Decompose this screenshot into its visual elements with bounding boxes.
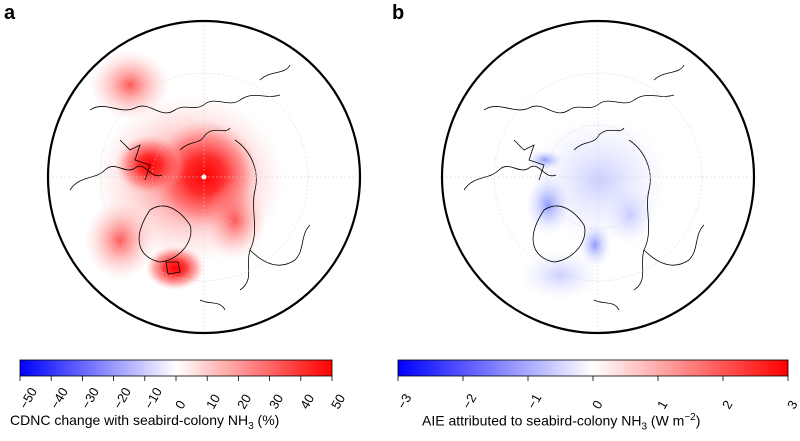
colorbar-a-title: CDNC change with seabird-colony NH3 (%)	[10, 412, 280, 432]
map-border-a	[46, 19, 362, 335]
colorbar-b-title: AIE attributed to seabird-colony NH3 (W …	[422, 412, 701, 433]
colorbar-a	[19, 359, 333, 377]
panel-label-a: a	[4, 2, 16, 24]
map-panel-a	[48, 21, 360, 333]
graticule	[48, 21, 360, 333]
colorbar-b	[397, 359, 789, 377]
panel-label-b: b	[392, 2, 405, 24]
colorbar-tickmarks	[19, 376, 789, 381]
map-panel-b	[442, 21, 754, 333]
coastlines	[69, 64, 311, 311]
map-border-b	[440, 19, 756, 335]
graticule-b	[442, 21, 754, 333]
aie-field	[520, 115, 670, 300]
